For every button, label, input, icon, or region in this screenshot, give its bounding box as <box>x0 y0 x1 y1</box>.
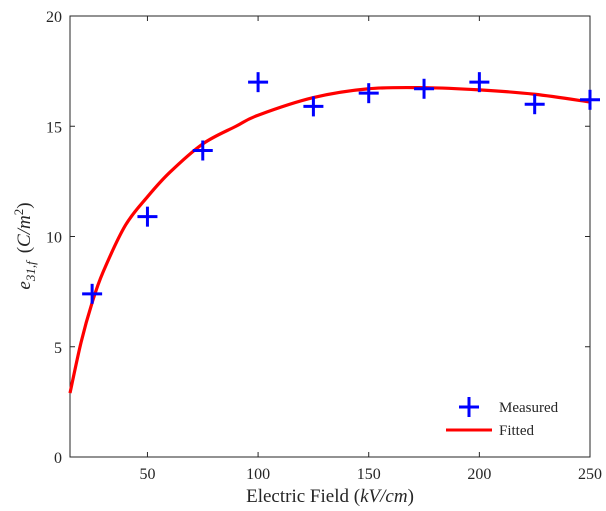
measured-point <box>358 83 379 104</box>
measured-point <box>137 206 158 227</box>
y-tick-label: 10 <box>46 230 62 247</box>
legend-label-measured: Measured <box>499 400 559 416</box>
measured-markers <box>82 72 600 304</box>
x-tick-label: 100 <box>246 466 270 483</box>
measured-point <box>303 96 324 117</box>
x-tick-label: 150 <box>357 466 381 483</box>
ticks: 50 100 150 200 250 0 5 10 15 20 <box>46 9 602 483</box>
x-axis-label: Electric Field (kV/cm) <box>246 486 414 507</box>
y-tick-label: 15 <box>46 119 62 136</box>
measured-point <box>524 94 545 115</box>
measured-point <box>469 72 490 93</box>
fitted-line-layer <box>68 85 591 394</box>
legend-label-fitted: Fitted <box>499 423 535 439</box>
measured-point <box>192 140 213 161</box>
legend-marker-measured <box>459 397 479 417</box>
y-tick-label: 5 <box>54 340 62 357</box>
measured-point <box>414 78 435 99</box>
x-tick-label: 50 <box>139 466 155 483</box>
axes-frame <box>69 15 591 458</box>
measured-point <box>580 89 600 110</box>
fitted-line <box>68 85 591 394</box>
y-tick-label: 20 <box>46 9 62 26</box>
x-tick-label: 200 <box>467 466 491 483</box>
y-tick-label: 0 <box>54 450 62 467</box>
measured-point <box>82 283 103 304</box>
y-axis-label: e31,f(C/m2) <box>11 202 38 289</box>
measured-point <box>248 72 269 93</box>
plot-frame <box>69 15 591 458</box>
x-tick-label: 250 <box>578 466 602 483</box>
legend: Measured Fitted <box>446 397 559 439</box>
